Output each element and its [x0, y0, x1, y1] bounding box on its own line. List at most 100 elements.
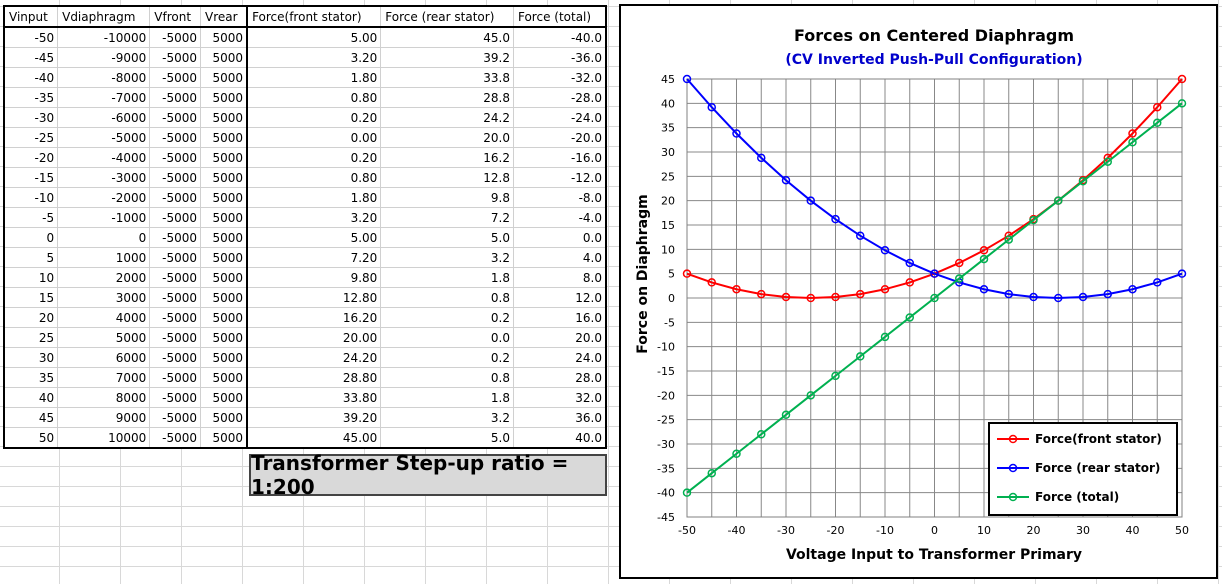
table-cell: 7.20 — [246, 247, 381, 268]
table-cell: 4000 — [57, 307, 150, 328]
table-cell: 5000 — [200, 187, 248, 208]
table-cell: 5000 — [200, 367, 248, 388]
table-cell: -4000 — [57, 147, 150, 168]
table-cell: 5000 — [200, 247, 248, 268]
data-point — [880, 246, 890, 255]
table-cell: 0.2 — [380, 347, 514, 368]
table-cell: 1.8 — [380, 267, 514, 288]
table-cell: 3.2 — [380, 247, 514, 268]
data-point — [1128, 284, 1137, 294]
table-cell: 4.0 — [512, 247, 606, 268]
y-tick-label: -40 — [657, 487, 675, 500]
data-point — [955, 258, 964, 268]
y-tick-label: -45 — [657, 511, 675, 524]
chart-subtitle: (CV Inverted Push-Pull Configuration) — [785, 52, 1082, 68]
table-cell: -25 — [3, 127, 58, 148]
table-cell: -9000 — [57, 47, 150, 68]
series-line-1 — [686, 78, 1183, 300]
ratio-label: Transformer Step-up ratio = 1:200 — [249, 451, 607, 499]
table-cell: -5000 — [149, 287, 201, 308]
table-row: 0 0 -5000 5000 5.00 5.0 0.0 — [3, 227, 606, 248]
y-tick-label: -25 — [657, 414, 675, 427]
table-cell: -5000 — [149, 207, 201, 228]
table-row: 30 6000 -5000 5000 24.20 0.2 24.0 — [3, 347, 606, 368]
table-cell: 5.00 — [246, 27, 381, 48]
table-cell: 8.0 — [512, 267, 606, 288]
table-cell: 32.0 — [512, 387, 606, 408]
table-cell: 5000 — [200, 87, 248, 108]
data-point — [930, 269, 939, 278]
table-cell: 16.2 — [380, 147, 514, 168]
table-cell: 0.8 — [380, 287, 514, 308]
data-point — [905, 313, 914, 322]
data-point — [1177, 99, 1187, 108]
data-point — [955, 274, 964, 283]
table-cell: 5000 — [200, 327, 248, 348]
table-cell: 7000 — [57, 367, 150, 388]
table-cell: -24.0 — [512, 107, 606, 128]
table-cell: -20 — [3, 147, 58, 168]
y-tick-label: 0 — [668, 292, 675, 305]
table-cell: 35 — [3, 367, 58, 388]
table-cell: -5000 — [149, 187, 201, 208]
table-cell: 24.2 — [380, 107, 514, 128]
chart-title: Forces on Centered Diaphragm — [794, 26, 1074, 45]
table-row: 25 5000 -5000 5000 20.00 0.0 20.0 — [3, 327, 606, 348]
table-cell: 5000 — [200, 67, 248, 88]
table-cell: 1000 — [57, 247, 150, 268]
table-cell: 6000 — [57, 347, 150, 368]
table-cell: 5.00 — [246, 227, 381, 248]
y-tick-label: 10 — [661, 243, 675, 256]
table-cell: -5000 — [149, 247, 201, 268]
table-row: 15 3000 -5000 5000 12.80 0.8 12.0 — [3, 287, 606, 308]
table-cell: 10 — [3, 267, 58, 288]
table-cell: 0.80 — [246, 87, 381, 108]
table-cell: 5000 — [200, 47, 248, 68]
table-cell: 9000 — [57, 407, 150, 428]
table-cell: 28.80 — [246, 367, 381, 388]
table-cell: -5000 — [149, 367, 201, 388]
table-cell: -45 — [3, 47, 58, 68]
y-tick-label: -20 — [657, 389, 675, 402]
table-cell: -5000 — [149, 47, 201, 68]
table-cell: 12.8 — [380, 167, 514, 188]
table-cell: 5000 — [200, 167, 248, 188]
x-tick-label: -10 — [876, 524, 894, 537]
table-cell: 9.80 — [246, 267, 381, 288]
y-axis-title: Force on Diaphragm — [635, 194, 651, 353]
table-cell: 3.2 — [380, 407, 514, 428]
x-tick-label: 50 — [1175, 524, 1189, 537]
table-cell: -4.0 — [512, 207, 606, 228]
table-cell: 5000 — [200, 147, 248, 168]
table-cell: 1.80 — [246, 67, 381, 88]
data-point — [1177, 74, 1187, 84]
table-body: -50 -10000 -5000 5000 5.00 45.0 -40.0 -45 -9000-… — [3, 27, 606, 449]
table-cell: 28.0 — [512, 367, 606, 388]
table-row: -5 -1000 -5000 5000 3.20 7.2 -4.0 — [3, 207, 606, 228]
table-cell: 1.80 — [246, 187, 381, 208]
table-cell: 10000 — [57, 427, 150, 449]
table-cell: 5000 — [200, 107, 248, 128]
data-point — [1078, 292, 1088, 302]
table-cell: 45.00 — [246, 427, 381, 449]
table-cell: 12.0 — [512, 287, 606, 308]
chart-frame: Forces on Centered Diaphragm (CV Inverte… — [619, 4, 1218, 579]
data-point — [732, 129, 741, 138]
table-cell: -5000 — [149, 307, 201, 328]
table-row: 50 10000 -5000 5000 45.00 5.0 40.0 — [3, 427, 606, 449]
table-cell: -16.0 — [512, 147, 606, 168]
table-cell: -3000 — [57, 167, 150, 188]
table-cell: 50 — [3, 427, 58, 449]
table-row: 5 1000 -5000 5000 7.20 3.2 4.0 — [3, 247, 606, 268]
y-tick-label: -35 — [657, 462, 675, 475]
x-axis-title: Voltage Input to Transformer Primary — [786, 547, 1082, 563]
data-point — [781, 292, 791, 302]
table-cell: 7.2 — [380, 207, 514, 228]
table-row: -25 -5000 -5000 5000 0.00 20.0 -20.0 — [3, 127, 606, 148]
table-cell: 5.0 — [380, 227, 514, 248]
table-cell: 5000 — [200, 207, 248, 228]
table-cell: -5 — [3, 207, 58, 228]
data-point — [1153, 102, 1162, 112]
table-cell: 28.8 — [380, 87, 514, 108]
table-cell: 8000 — [57, 387, 150, 408]
